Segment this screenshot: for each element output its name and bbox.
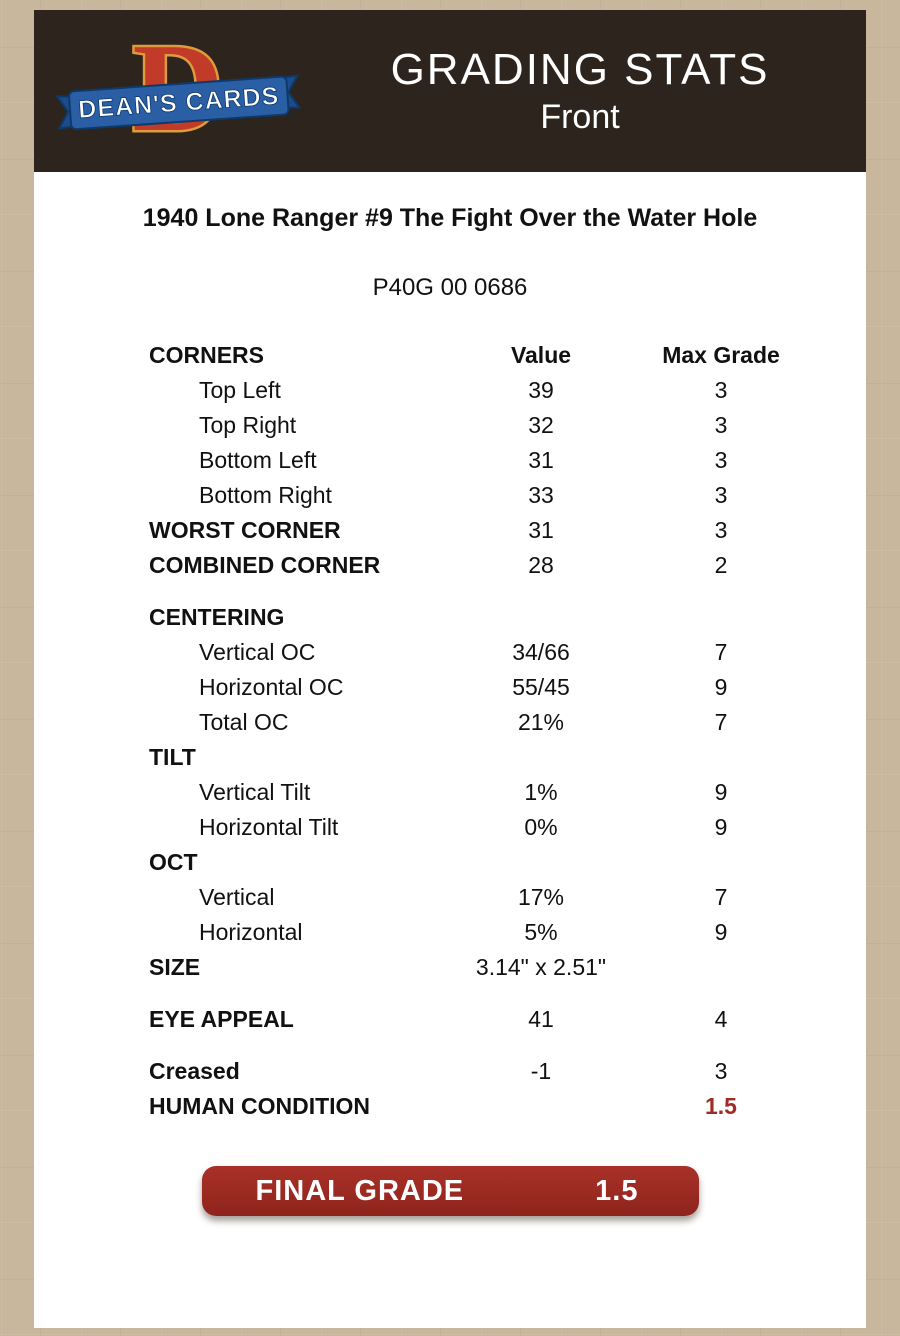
table-row-vertical-oc: Vertical OC 34/66 7 xyxy=(149,635,866,670)
row-value: -1 xyxy=(530,1058,552,1084)
final-grade-badge: FINAL GRADE 1.5 xyxy=(201,1166,699,1216)
row-value: 21% xyxy=(517,709,565,735)
row-value: 31 xyxy=(528,447,554,473)
table-row-centering-header: CENTERING xyxy=(149,600,866,635)
row-label: Vertical OC xyxy=(199,639,316,665)
deans-cards-logo: D DEAN'S CARDS xyxy=(34,16,324,160)
header-titles: GRADING STATS Front xyxy=(324,44,866,138)
final-grade-value: 1.5 xyxy=(595,1174,639,1207)
page-subtitle: Front xyxy=(540,98,620,136)
row-max-grade: 3 xyxy=(714,377,728,403)
table-row-horizontal-tilt: Horizontal Tilt 0% 9 xyxy=(149,810,866,845)
page-frame: D DEAN'S CARDS GRADING STATS Front 1940 … xyxy=(34,10,866,1328)
row-label: COMBINED CORNER xyxy=(149,552,381,578)
row-value: 3.14" x 2.51" xyxy=(475,954,607,980)
row-label: Vertical xyxy=(199,884,275,910)
page-title: GRADING STATS xyxy=(390,45,770,94)
table-row-top-left: Top Left 39 3 xyxy=(149,373,866,408)
row-value xyxy=(441,740,641,775)
card-title: 1940 Lone Ranger #9 The Fight Over the W… xyxy=(142,204,758,232)
table-row-tilt-header: TILT xyxy=(149,740,866,775)
row-max-grade: 9 xyxy=(714,919,728,945)
row-value xyxy=(441,1089,641,1124)
row-label: Bottom Right xyxy=(199,482,332,508)
row-value: 33 xyxy=(528,482,554,508)
row-value: 32 xyxy=(528,412,554,438)
row-max-grade: 9 xyxy=(714,779,728,805)
section-label: TILT xyxy=(149,744,196,770)
table-row-bottom-right: Bottom Right 33 3 xyxy=(149,478,866,513)
section-label: CENTERING xyxy=(149,604,285,630)
row-value xyxy=(441,845,641,880)
logo-ribbon: DEAN'S CARDS xyxy=(55,73,302,130)
row-max-grade xyxy=(641,740,801,775)
row-label: Horizontal Tilt xyxy=(199,814,339,840)
row-label: Bottom Left xyxy=(199,447,317,473)
table-row-oct-vertical: Vertical 17% 7 xyxy=(149,880,866,915)
row-label: Top Right xyxy=(199,412,297,438)
row-value: 17% xyxy=(517,884,565,910)
table-row-bottom-left: Bottom Left 31 3 xyxy=(149,443,866,478)
row-label: Horizontal xyxy=(199,919,303,945)
table-row-oct-horizontal: Horizontal 5% 9 xyxy=(149,915,866,950)
row-max-grade: 1.5 xyxy=(705,1093,737,1119)
row-label: Top Left xyxy=(199,377,281,403)
table-row-vertical-tilt: Vertical Tilt 1% 9 xyxy=(149,775,866,810)
row-max-grade: 9 xyxy=(714,814,728,840)
table-row-total-oc: Total OC 21% 7 xyxy=(149,705,866,740)
row-label: Total OC xyxy=(199,709,289,735)
row-value xyxy=(441,600,641,635)
row-label: Creased xyxy=(149,1058,240,1084)
row-value: 1% xyxy=(524,779,558,805)
section-label: OCT xyxy=(149,849,198,875)
row-max-grade: 3 xyxy=(714,482,728,508)
row-label: Horizontal OC xyxy=(199,674,344,700)
row-max-grade xyxy=(641,950,801,985)
row-value: 0% xyxy=(524,814,558,840)
row-label: WORST CORNER xyxy=(149,517,341,543)
row-max-grade: 7 xyxy=(714,709,728,735)
content-panel: 1940 Lone Ranger #9 The Fight Over the W… xyxy=(34,172,866,1328)
table-row-oct-header: OCT xyxy=(149,845,866,880)
table-row-horizontal-oc: Horizontal OC 55/45 9 xyxy=(149,670,866,705)
row-value: 55/45 xyxy=(512,674,570,700)
row-label: Vertical Tilt xyxy=(199,779,311,805)
table-row-eye-appeal: EYE APPEAL 41 4 xyxy=(149,1002,866,1037)
column-header-max-grade: Max Grade xyxy=(662,342,780,368)
final-grade-label: FINAL GRADE xyxy=(255,1174,465,1207)
table-row-corners-header: CORNERS Value Max Grade xyxy=(149,338,866,373)
table-row-worst-corner: WORST CORNER 31 3 xyxy=(149,513,866,548)
row-max-grade: 2 xyxy=(714,552,728,578)
row-value: 34/66 xyxy=(512,639,570,665)
row-max-grade: 3 xyxy=(714,412,728,438)
column-header-value: Value xyxy=(510,342,572,368)
row-max-grade: 3 xyxy=(714,517,728,543)
row-value: 39 xyxy=(528,377,554,403)
row-value: 31 xyxy=(528,517,554,543)
row-value: 28 xyxy=(528,552,554,578)
row-max-grade: 7 xyxy=(714,639,728,665)
row-max-grade: 3 xyxy=(714,447,728,473)
row-max-grade xyxy=(641,845,801,880)
row-label: SIZE xyxy=(149,954,201,980)
row-max-grade: 9 xyxy=(714,674,728,700)
table-row-creased: Creased -1 3 xyxy=(149,1054,866,1089)
card-serial-number: P40G 00 0686 xyxy=(372,274,528,301)
row-label: EYE APPEAL xyxy=(149,1006,294,1032)
row-value: 41 xyxy=(528,1006,554,1032)
table-row-size: SIZE 3.14" x 2.51" xyxy=(149,950,866,985)
row-label: HUMAN CONDITION xyxy=(149,1093,371,1119)
deans-cards-logo-image: D DEAN'S CARDS xyxy=(55,16,302,160)
grading-stats-table: CORNERS Value Max Grade Top Left 39 3 To… xyxy=(149,338,866,1124)
row-max-grade xyxy=(641,600,801,635)
row-value: 5% xyxy=(524,919,558,945)
row-max-grade: 4 xyxy=(714,1006,728,1032)
section-label: CORNERS xyxy=(149,342,265,368)
table-row-top-right: Top Right 32 3 xyxy=(149,408,866,443)
table-row-combined-corner: COMBINED CORNER 28 2 xyxy=(149,548,866,583)
header-bar: D DEAN'S CARDS GRADING STATS Front xyxy=(34,10,866,172)
row-max-grade: 3 xyxy=(714,1058,728,1084)
row-max-grade: 7 xyxy=(714,884,728,910)
table-row-human-condition: HUMAN CONDITION 1.5 xyxy=(149,1089,866,1124)
